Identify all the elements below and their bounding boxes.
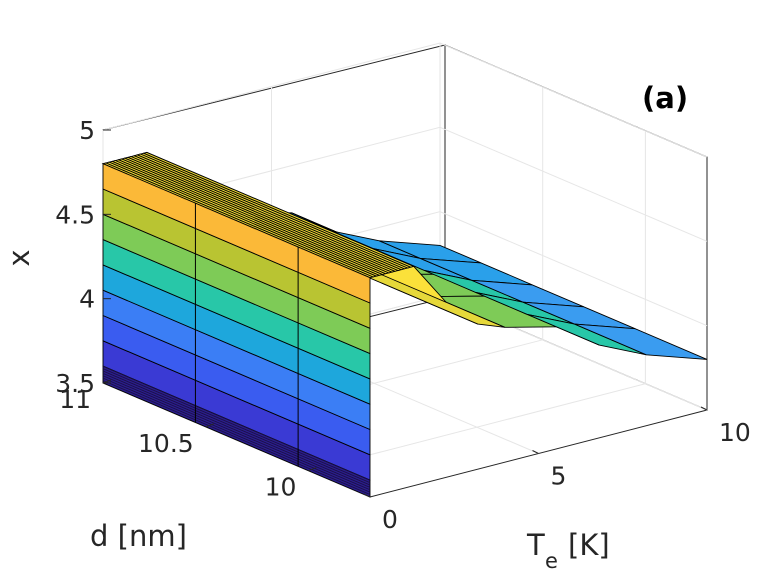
z-tick-label: 4: [79, 285, 95, 314]
x-axis-label-subscript: e: [545, 549, 558, 573]
z-tick-label: 5: [79, 116, 95, 145]
x-tick-mark: [363, 493, 371, 498]
ticks: 3.5 4 4.5 5 11 10.5 10 0 5 10: [55, 116, 751, 534]
z-tick-label: 4.5: [55, 200, 95, 229]
y-tick-label: 10: [265, 473, 297, 502]
surface-rim-line: [102, 375, 371, 491]
panel-label: (a): [642, 81, 688, 115]
z-gridline: [102, 42, 708, 158]
z-axis-label: x: [2, 249, 36, 266]
y-axis-label: d [nm]: [90, 519, 187, 553]
surface-rim-line: [102, 377, 371, 493]
x-axis-label-main: T: [526, 528, 545, 562]
x-tick-mark: [532, 450, 539, 454]
x-tick-label: 0: [382, 505, 398, 534]
x-tick-label: 5: [551, 462, 567, 491]
surface-rim-line: [102, 380, 371, 495]
y-tick-label: 11: [59, 385, 91, 414]
x-tick-label: 10: [719, 418, 751, 447]
surface-rim-line: [102, 370, 371, 486]
surface-rim-line: [102, 373, 371, 488]
surface: [101, 151, 708, 498]
y-tick-mark: [205, 423, 214, 428]
x-tick-mark: [700, 406, 708, 411]
x-axis-label-unit: [K]: [568, 528, 610, 562]
surface-rim-line: [102, 365, 371, 481]
surface-wall-band: [102, 163, 371, 304]
surface-top-strip: [142, 151, 416, 268]
y-tick-mark: [102, 379, 112, 384]
y-tick-mark: [308, 467, 317, 472]
x-axis-label: T e [K]: [526, 528, 610, 573]
y-tick-label: 10.5: [138, 429, 194, 458]
surface-tail-patch: [574, 323, 708, 360]
surface-rim-line: [102, 368, 371, 484]
z-tick-label: 3.5: [55, 369, 95, 398]
y-gridline: [308, 130, 646, 472]
